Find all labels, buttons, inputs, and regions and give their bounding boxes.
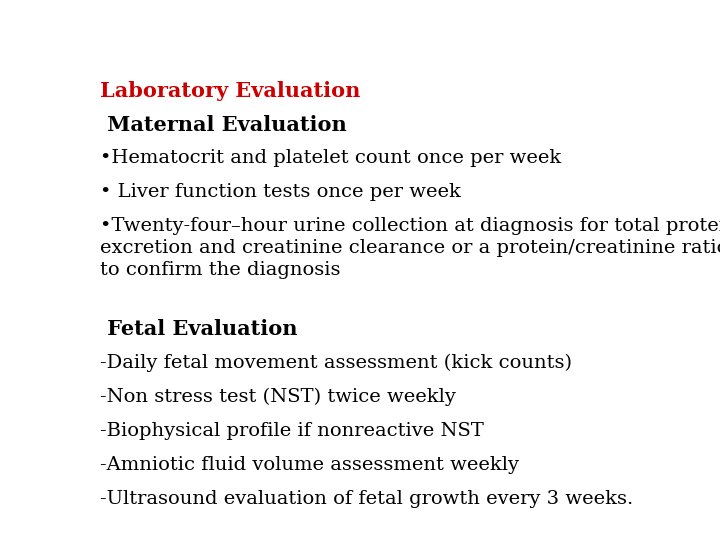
Text: Maternal Evaluation: Maternal Evaluation [100, 114, 347, 134]
Text: Fetal Evaluation: Fetal Evaluation [100, 319, 297, 339]
Text: -Amniotic fluid volume assessment weekly: -Amniotic fluid volume assessment weekly [100, 456, 519, 474]
Text: -Daily fetal movement assessment (kick counts): -Daily fetal movement assessment (kick c… [100, 353, 572, 372]
Text: Laboratory Evaluation: Laboratory Evaluation [100, 80, 361, 100]
Text: -Non stress test (NST) twice weekly: -Non stress test (NST) twice weekly [100, 388, 456, 406]
Text: -Biophysical profile if nonreactive NST: -Biophysical profile if nonreactive NST [100, 422, 484, 440]
Text: -Ultrasound evaluation of fetal growth every 3 weeks.: -Ultrasound evaluation of fetal growth e… [100, 490, 634, 508]
Text: • Liver function tests once per week: • Liver function tests once per week [100, 183, 461, 201]
Text: •Twenty-four–hour urine collection at diagnosis for total protein
excretion and : •Twenty-four–hour urine collection at di… [100, 217, 720, 279]
Text: •Hematocrit and platelet count once per week: •Hematocrit and platelet count once per … [100, 149, 562, 167]
